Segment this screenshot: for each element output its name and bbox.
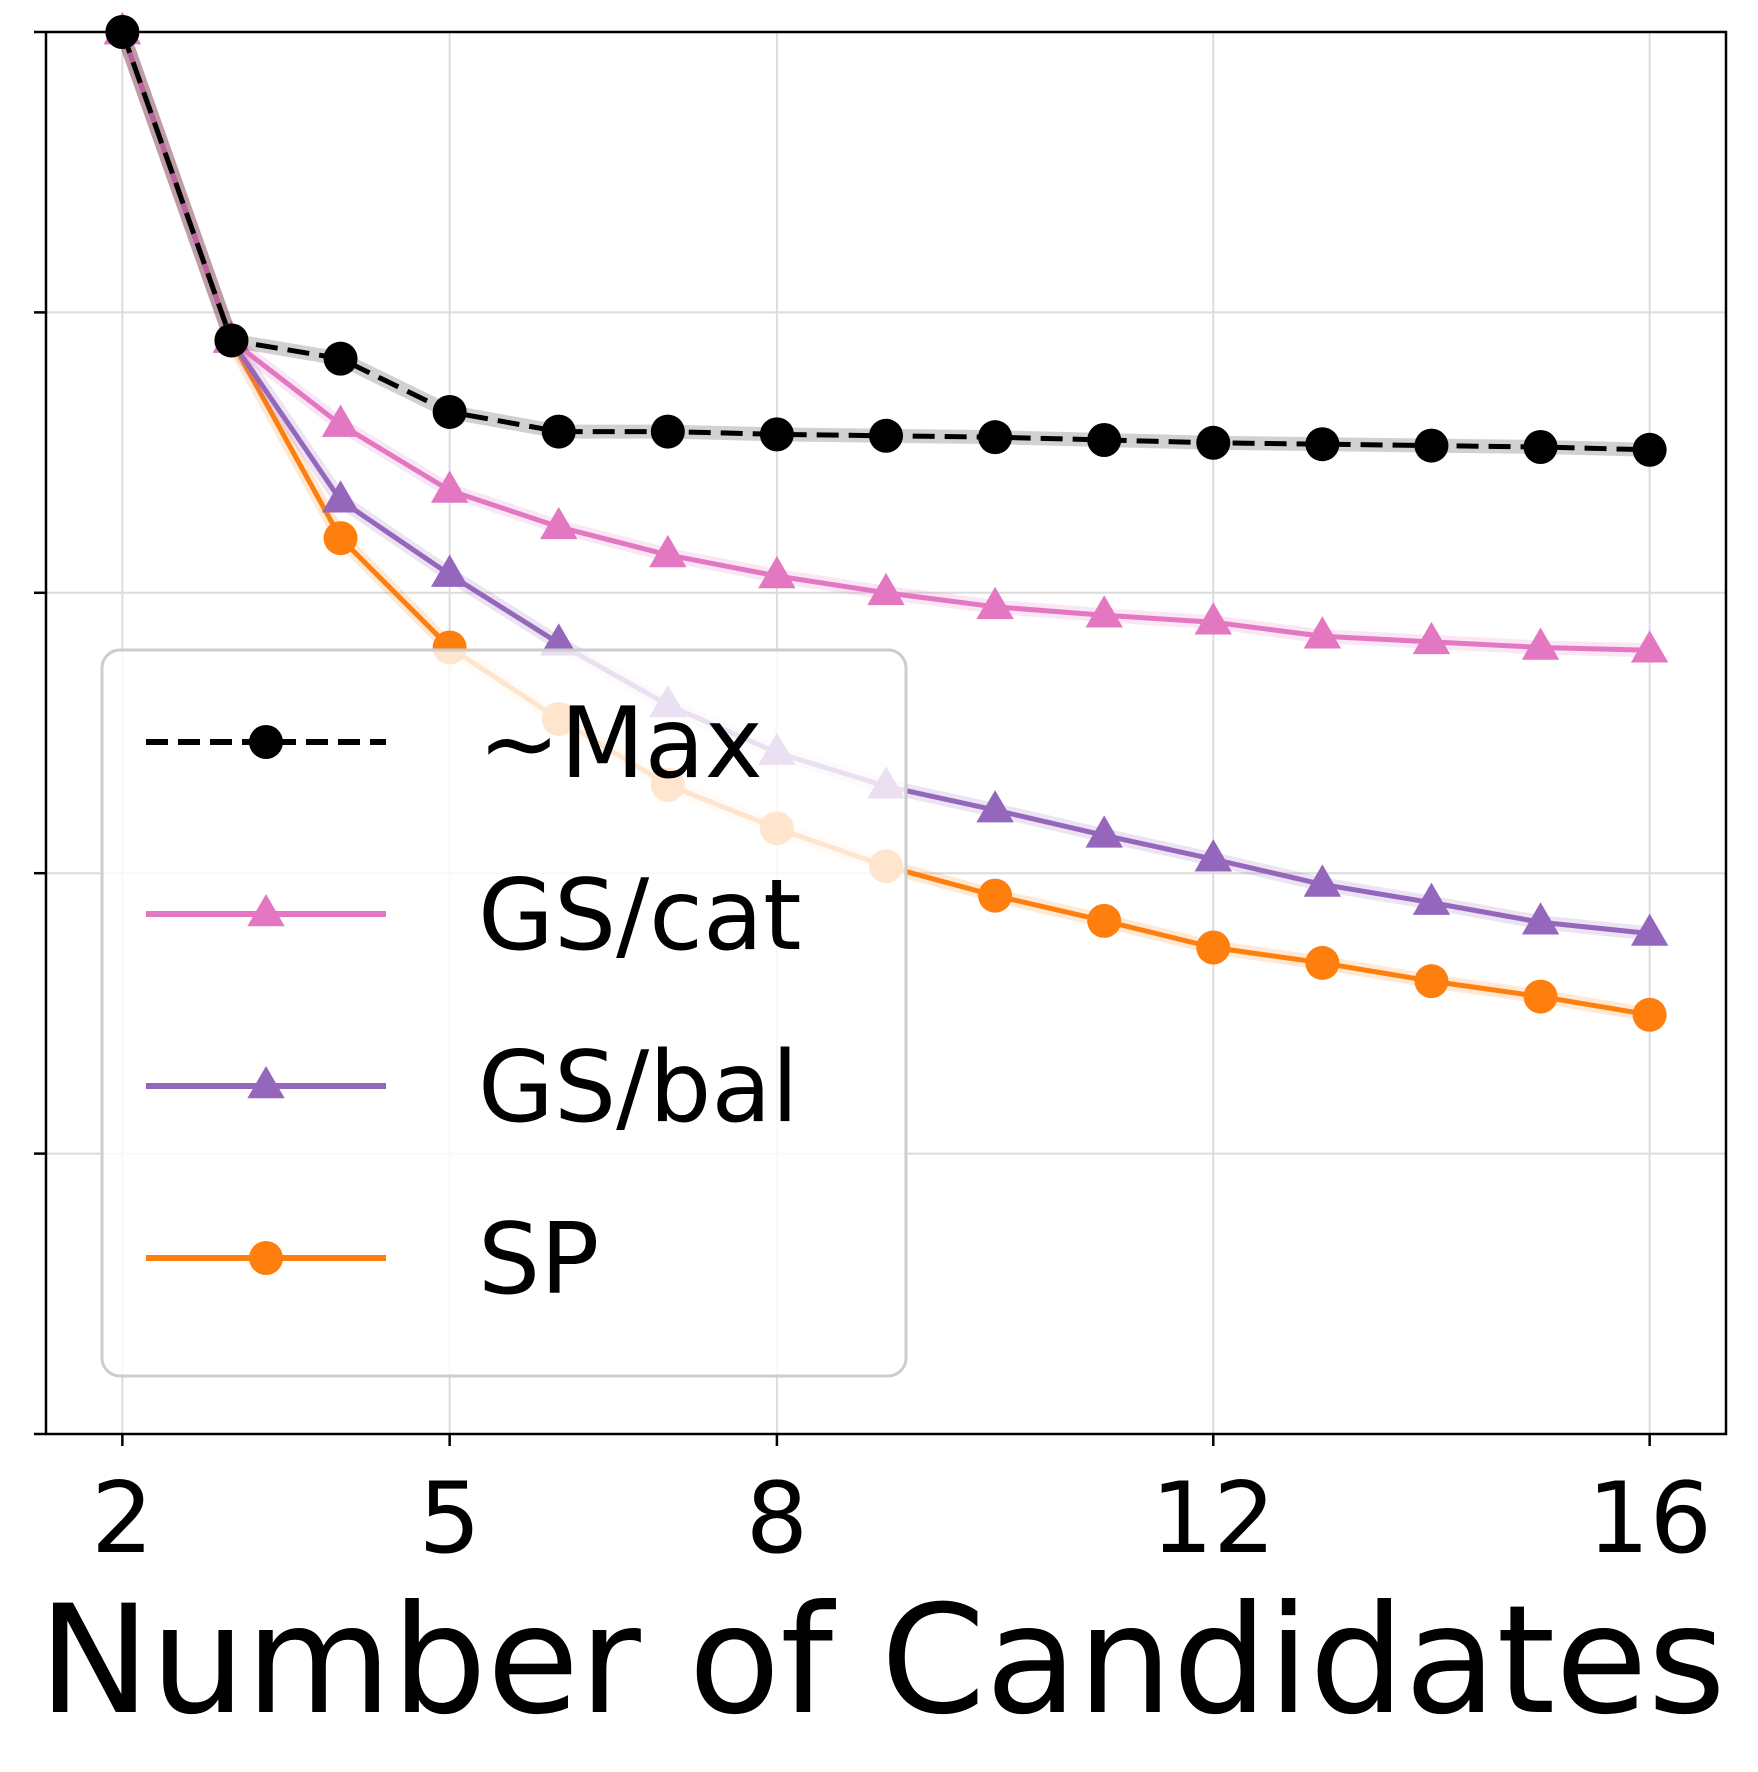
data-point [759,417,794,452]
data-point [649,534,687,568]
series-gs-cat [103,11,1669,663]
series-line [120,31,1650,453]
series-max [105,15,1667,467]
data-point [1412,882,1451,915]
data-point [323,341,358,376]
data-point [1414,428,1449,463]
x-axis-title: Number of Candidates [38,1574,1726,1748]
x-tick-label: 2 [91,1462,153,1576]
data-point [1087,422,1122,457]
legend-marker [249,1241,283,1275]
data-point [1630,913,1669,946]
data-point [430,470,469,503]
data-point [1194,602,1232,635]
data-point [758,555,796,589]
data-point [1085,595,1123,628]
legend: ~Max GS/cat GS/bal SP [100,648,908,1378]
data-point [321,404,360,437]
legend-box [100,648,908,1378]
axes: 2 5 8 12 16 [34,30,1728,1576]
data-point [1414,964,1449,999]
data-point [1196,425,1231,460]
legend-marker [249,725,283,759]
data-point [1305,945,1340,980]
data-point [1303,864,1342,897]
legend-item-max: ~Max [146,687,763,801]
legend-marker [247,1065,285,1099]
data-point [540,506,578,540]
data-point [432,394,467,429]
data-point [867,572,905,606]
data-point [430,554,469,587]
data-point [1087,903,1122,938]
x-tick-label: 12 [1151,1462,1276,1576]
data-point [1412,621,1451,655]
legend-label: SP [478,1203,599,1317]
legend-item-gs-bal: GS/bal [146,1031,799,1145]
data-point [978,878,1013,913]
series-band [115,29,1650,457]
data-point [1196,930,1231,965]
legend-label: GS/bal [478,1031,799,1145]
data-point [978,420,1013,455]
data-point [1085,815,1123,848]
legend-marker [247,893,285,927]
data-point [1523,429,1558,464]
legend-label: GS/cat [478,859,802,973]
data-point [1521,627,1560,660]
data-point [1305,427,1340,462]
data-point [1521,902,1560,935]
data-point [214,323,249,358]
legend-item-sp: SP [146,1203,599,1317]
data-point [321,480,360,513]
x-tick-label: 5 [418,1462,480,1576]
data-point [540,623,578,656]
legend-label: ~Max [478,687,763,801]
data-point [869,418,903,453]
data-point [1194,839,1232,872]
data-point [1303,616,1342,649]
data-point [1630,630,1669,663]
data-point [541,414,576,449]
data-point [323,521,358,556]
data-point [650,414,685,449]
x-tick-label: 8 [746,1462,808,1576]
legend-item-gs-cat: GS/cat [146,859,802,973]
data-point [976,586,1014,620]
data-point [105,15,140,49]
data-point [1523,979,1558,1014]
data-point [1632,997,1667,1032]
x-tick-label: 16 [1587,1462,1712,1576]
data-point [976,790,1014,823]
plot-frame [44,30,1728,1436]
data-point [1632,432,1667,467]
